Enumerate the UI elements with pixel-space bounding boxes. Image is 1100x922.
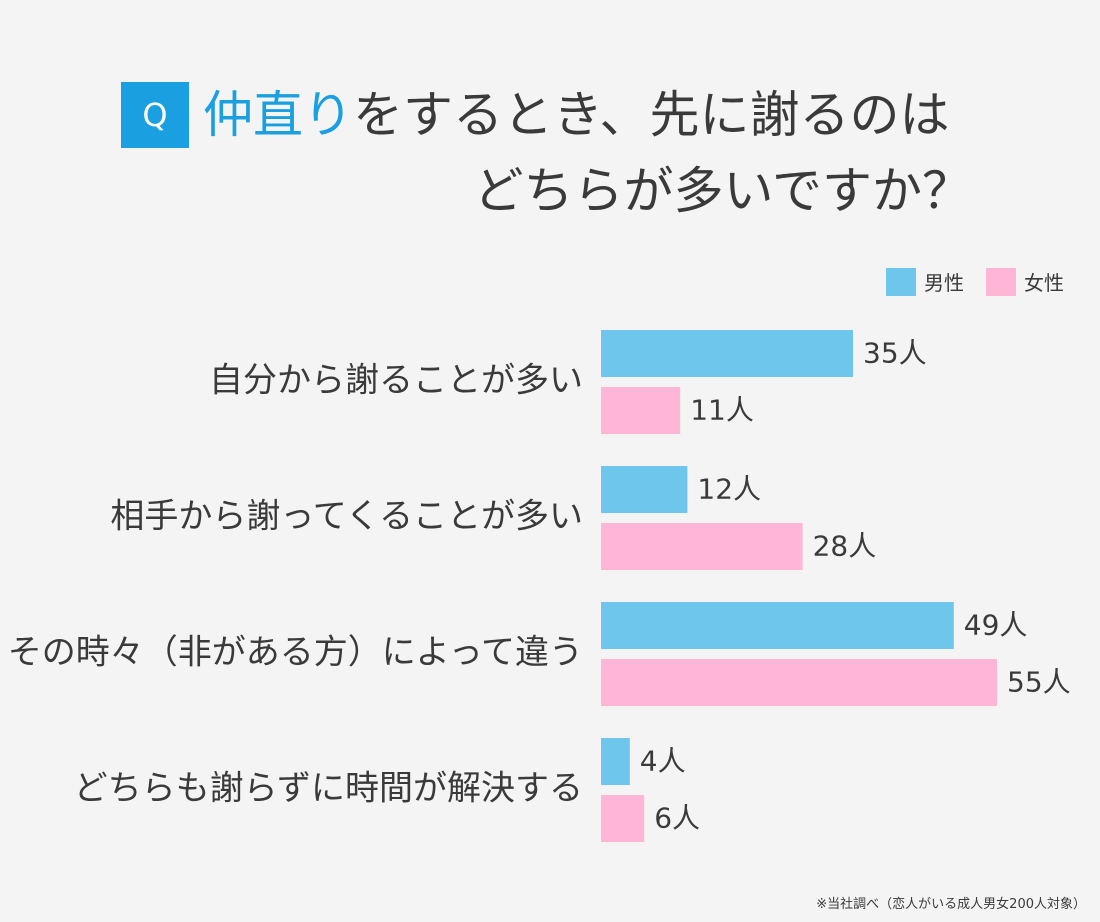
legend-item-male: 男性 <box>886 267 964 296</box>
title-line-1-rest: をするとき、先に謝るのは <box>353 86 950 144</box>
value-label-male: 49人 <box>964 609 1028 642</box>
legend-label-male: 男性 <box>924 271 964 295</box>
bar-male <box>601 602 954 649</box>
bar-female <box>601 795 645 842</box>
legend-swatch-female <box>986 267 1016 296</box>
bar-female <box>601 659 997 706</box>
bar-male <box>601 466 688 513</box>
title-line-1: 仲直りをするとき、先に謝るのは <box>203 78 950 152</box>
value-label-female: 28人 <box>813 530 877 563</box>
chart-title: Q 仲直りをするとき、先に謝るのは どちらが多いですか？ <box>0 70 1100 230</box>
legend-label-female: 女性 <box>1024 271 1064 295</box>
footnote: ※当社調べ（恋人がいる成人男女200人対象） <box>816 897 1086 912</box>
value-label-male: 35人 <box>863 337 927 370</box>
value-label-female: 6人 <box>654 802 700 835</box>
legend-swatch-male <box>886 267 916 296</box>
category-label: どちらも謝らずに時間が解決する <box>74 769 583 809</box>
category-label: 相手から謝ってくることが多い <box>110 497 583 537</box>
q-badge: Q <box>121 82 189 148</box>
title-line-2: どちらが多いですか？ <box>473 162 973 220</box>
bar-female <box>601 523 803 570</box>
category-label: 自分から謝ることが多い <box>209 361 583 401</box>
title-accent-word: 仲直り <box>203 86 353 144</box>
value-label-male: 4人 <box>640 745 686 778</box>
legend-item-female: 女性 <box>986 267 1064 296</box>
bar-female <box>601 387 681 434</box>
value-label-female: 11人 <box>690 394 754 427</box>
category-label: その時々（非がある方）によって違う <box>8 633 583 673</box>
value-label-female: 55人 <box>1007 666 1071 699</box>
legend: 男性 女性 <box>864 267 1064 296</box>
bar-male <box>601 738 630 785</box>
bar-male <box>601 330 853 377</box>
value-label-male: 12人 <box>697 473 761 506</box>
